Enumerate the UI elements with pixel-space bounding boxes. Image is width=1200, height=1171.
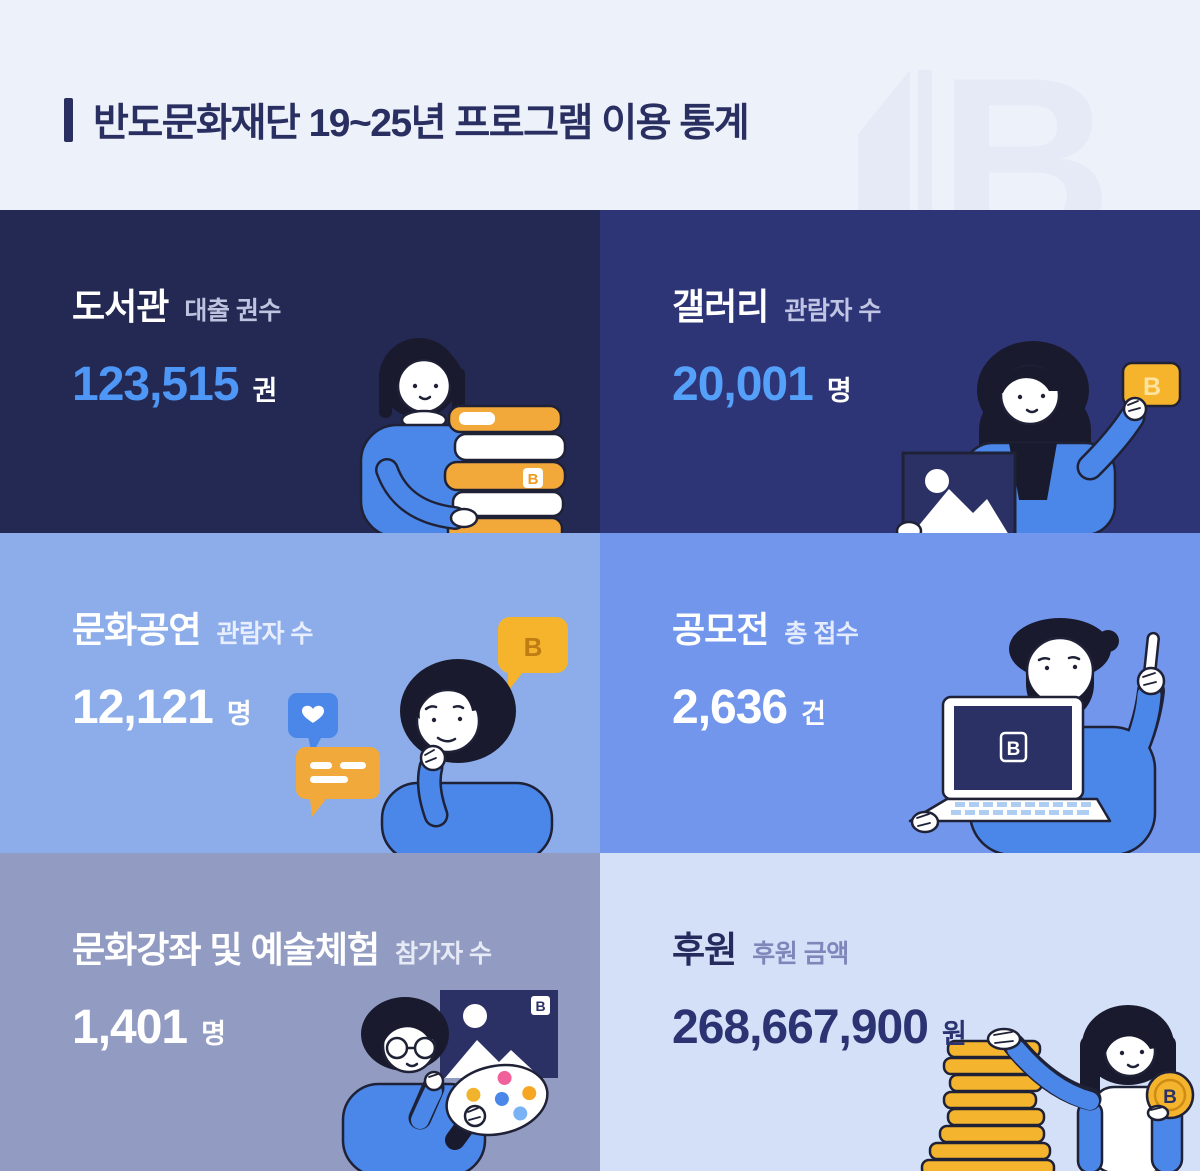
panel-gallery-text: 갤러리 관람자 수 20,001 명: [672, 278, 881, 412]
svg-text:B: B: [1143, 373, 1161, 401]
panel-contest-text: 공모전 총 접수 2,636 건: [672, 601, 859, 735]
b-badge-icon: B: [531, 996, 550, 1015]
page-title: 반도문화재단 19~25년 프로그램 이용 통계: [93, 102, 750, 145]
panel-value: 268,667,900: [672, 1001, 929, 1054]
panel-unit: 원: [941, 1019, 967, 1049]
panel-title: 문화공연: [72, 609, 201, 650]
panel-donation: 후원 후원 금액 268,667,900 원: [600, 853, 1200, 1171]
library-illustration: B: [359, 338, 567, 533]
panel-value: 123,515: [72, 358, 240, 411]
title-accent-bar: [64, 98, 73, 142]
gallery-illustration: B: [895, 341, 1182, 533]
panel-title: 문화강좌 및 예술체험: [72, 929, 380, 970]
panel-library: 도서관 대출 권수 123,515 권: [0, 210, 600, 533]
performance-illustration: B: [288, 617, 568, 853]
svg-text:B: B: [524, 632, 543, 662]
panel-subtitle: 후원 금액: [752, 940, 849, 968]
panel-subtitle: 관람자 수: [216, 620, 313, 648]
brand-watermark-icon: B: [858, 38, 1113, 210]
panel-performance-text: 문화공연 관람자 수 12,121 명: [72, 601, 313, 735]
panel-unit: 권: [252, 376, 278, 406]
panel-value: 1,401: [72, 1001, 188, 1054]
svg-text:B: B: [528, 471, 539, 488]
panel-unit: 명: [226, 699, 252, 729]
panel-subtitle: 총 접수: [784, 620, 859, 648]
panel-title: 도서관: [72, 286, 169, 327]
panel-value: 2,636: [672, 681, 788, 734]
framed-picture-icon: [901, 451, 1017, 533]
panel-title: 공모전: [672, 609, 769, 650]
donation-illustration: B: [920, 1005, 1195, 1171]
panel-subtitle: 대출 권수: [184, 297, 281, 325]
svg-text:B: B: [1163, 1087, 1177, 1108]
svg-text:B: B: [938, 38, 1113, 210]
panel-lecture-text: 문화강좌 및 예술체험 참가자 수 1,401 명: [72, 921, 492, 1055]
panel-unit: 건: [801, 699, 826, 729]
panel-title: 갤러리: [672, 286, 769, 327]
panel-unit: 명: [201, 1019, 226, 1049]
panel-value: 12,121: [72, 681, 214, 734]
text-speech-bubble-icon: [296, 747, 380, 817]
panel-performance: 문화공연 관람자 수 12,121 명 B: [0, 533, 600, 853]
heart-speech-bubble-icon: [288, 693, 338, 755]
panel-donation-text: 후원 후원 금액 268,667,900 원: [672, 921, 967, 1055]
b-speech-bubble-icon: B: [498, 617, 568, 691]
svg-text:B: B: [1007, 739, 1021, 760]
svg-text:B: B: [535, 998, 545, 1014]
panel-library-text: 도서관 대출 권수 123,515 권: [72, 278, 281, 412]
stats-grid: 도서관 대출 권수 123,515 권: [0, 210, 1200, 1171]
panel-contest: 공모전 총 접수 2,636 건: [600, 533, 1200, 853]
page-title-row: 반도문화재단 19~25년 프로그램 이용 통계: [64, 92, 750, 148]
b-logo-screen-icon: B: [999, 731, 1028, 763]
panel-lecture: 문화강좌 및 예술체험 참가자 수 1,401 명 B: [0, 853, 600, 1171]
header: B 반도문화재단 19~25년 프로그램 이용 통계: [0, 0, 1200, 210]
b-logo-book-icon: B: [523, 468, 543, 488]
laptop-icon: B: [908, 695, 1112, 823]
lecture-illustration: B: [341, 990, 558, 1171]
glasses-icon: [385, 1036, 437, 1060]
book-stack-icon: B: [443, 404, 567, 533]
panel-gallery: 갤러리 관람자 수 20,001 명: [600, 210, 1200, 533]
panel-unit: 명: [826, 376, 852, 406]
contest-illustration: B: [908, 618, 1166, 853]
panel-subtitle: 참가자 수: [395, 940, 492, 968]
panel-title: 후원: [672, 929, 737, 970]
panel-value: 20,001: [672, 358, 814, 411]
panel-subtitle: 관람자 수: [784, 297, 881, 325]
b-card-icon: B: [1121, 361, 1182, 408]
